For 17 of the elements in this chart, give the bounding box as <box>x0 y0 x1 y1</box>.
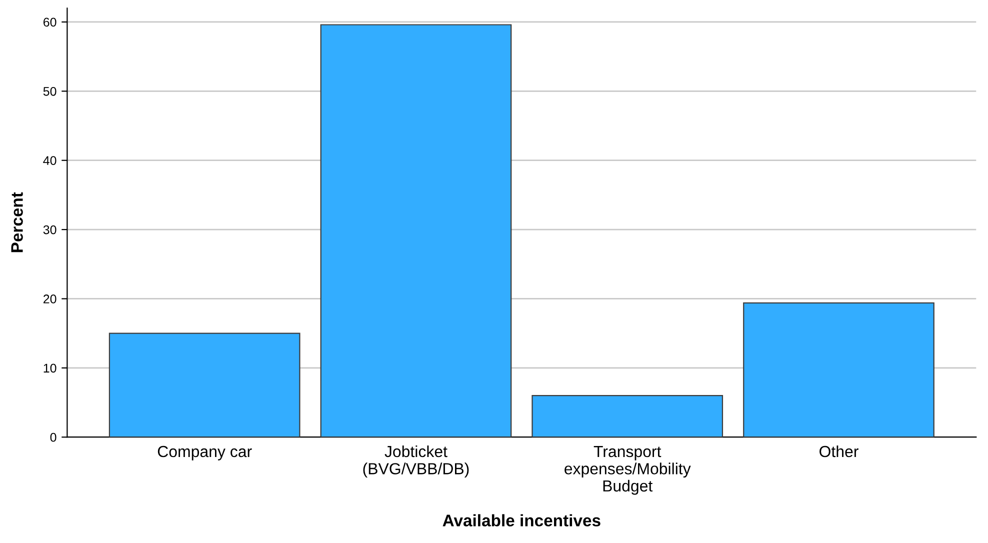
y-tick-label: 40 <box>43 156 56 166</box>
bar <box>108 332 300 438</box>
bar <box>532 395 724 438</box>
y-axis-title: Percent <box>11 192 23 252</box>
x-tick-label: Company car <box>158 446 252 460</box>
y-tick-label: 20 <box>43 294 56 304</box>
bar <box>743 302 934 438</box>
y-tick-label: 30 <box>43 225 56 234</box>
x-axis-title: Available incentives <box>442 514 600 526</box>
x-tick-label: Jobticket (BVG/VBB/DB) <box>363 445 469 478</box>
y-tick-label: 60 <box>44 18 56 27</box>
x-tick-label: Transport expenses/Mobility Budget <box>564 446 691 495</box>
y-tick-label: 0 <box>50 432 56 442</box>
y-tick-label: 50 <box>43 86 56 96</box>
bar <box>320 24 512 438</box>
x-tick-label: Other <box>820 445 858 458</box>
y-tick-label: 10 <box>44 364 56 373</box>
